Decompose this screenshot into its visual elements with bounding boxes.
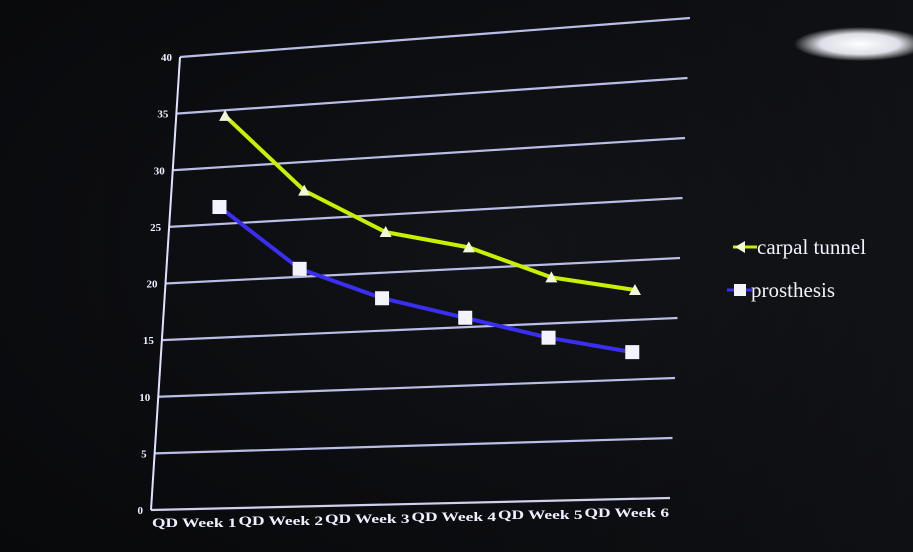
legend-label-prosthesis: prosthesis xyxy=(751,278,835,302)
series-lines xyxy=(212,109,641,360)
x-tick-label: QD Week 6 xyxy=(585,505,670,520)
data-point-carpal-tunnel xyxy=(628,284,641,296)
y-tick-label: 40 xyxy=(161,52,173,64)
gridline-15 xyxy=(161,316,678,342)
y-tick-label: 0 xyxy=(138,505,144,517)
y-tick-label: 15 xyxy=(143,335,155,347)
legend-marker-triangle-icon xyxy=(735,241,745,253)
y-tick-label: 25 xyxy=(150,222,162,234)
data-point-carpal-tunnel xyxy=(219,109,232,121)
legend-item-prosthesis: prosthesis xyxy=(727,278,835,302)
legend-marker-square-icon xyxy=(734,284,746,296)
y-tick-labels: 0 5 10 15 20 25 30 35 40 xyxy=(138,52,173,517)
gridline-40 xyxy=(179,16,691,59)
x-tick-label: QD Week 1 xyxy=(152,515,237,530)
data-point-carpal-tunnel xyxy=(298,184,311,196)
gridline-20 xyxy=(165,256,681,285)
data-point-carpal-tunnel xyxy=(462,241,475,253)
y-axis-line xyxy=(150,56,181,511)
data-point-carpal-tunnel xyxy=(545,271,558,283)
legend-label-carpal-tunnel: carpal tunnel xyxy=(757,235,866,259)
gridline-25 xyxy=(169,196,683,228)
legend-item-carpal-tunnel: carpal tunnel xyxy=(733,235,866,259)
x-tick-label: QD Week 4 xyxy=(412,509,497,524)
light-glare xyxy=(794,27,913,61)
y-tick-label: 5 xyxy=(141,448,147,460)
y-tick-label: 10 xyxy=(139,392,151,404)
data-point-carpal-tunnel xyxy=(379,226,392,238)
data-point-prosthesis xyxy=(625,345,640,360)
y-tick-label: 35 xyxy=(157,109,169,121)
x-tick-labels: QD Week 1 QD Week 2 QD Week 3 QD Week 4 QD W… xyxy=(152,505,670,530)
x-tick-label: QD Week 5 xyxy=(498,507,583,522)
y-tick-label: 30 xyxy=(154,165,166,177)
series-line-prosthesis xyxy=(218,205,633,355)
data-point-prosthesis xyxy=(541,330,556,345)
gridline-30 xyxy=(172,136,686,172)
gridline-5 xyxy=(154,436,673,455)
gridline-10 xyxy=(158,376,676,398)
x-tick-label: QD Week 3 xyxy=(325,511,410,526)
gridlines xyxy=(150,16,691,512)
series-line-carpal-tunnel xyxy=(223,114,636,292)
x-tick-label: QD Week 2 xyxy=(239,513,324,528)
gridline-0 xyxy=(150,496,671,512)
axes xyxy=(150,56,181,511)
legend: carpal tunnel prosthesis xyxy=(727,235,866,302)
data-point-prosthesis xyxy=(212,200,227,215)
data-point-prosthesis xyxy=(292,261,307,276)
data-point-prosthesis xyxy=(375,291,390,306)
gridline-35 xyxy=(176,76,688,115)
y-tick-label: 20 xyxy=(147,279,159,291)
data-point-prosthesis xyxy=(458,310,473,325)
